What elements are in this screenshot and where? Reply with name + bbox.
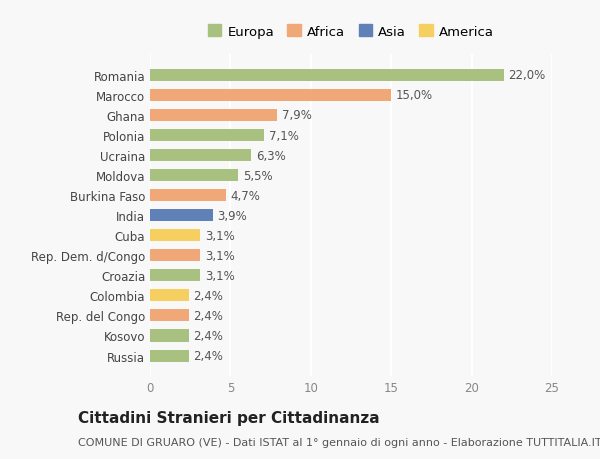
- Text: 2,4%: 2,4%: [193, 309, 223, 322]
- Text: COMUNE DI GRUARO (VE) - Dati ISTAT al 1° gennaio di ogni anno - Elaborazione TUT: COMUNE DI GRUARO (VE) - Dati ISTAT al 1°…: [78, 437, 600, 447]
- Bar: [150, 210, 213, 222]
- Text: 3,1%: 3,1%: [205, 229, 235, 242]
- Bar: [150, 90, 391, 102]
- Bar: [150, 190, 226, 202]
- Bar: [150, 290, 188, 302]
- Text: 7,9%: 7,9%: [282, 109, 312, 122]
- Text: 22,0%: 22,0%: [509, 69, 546, 82]
- Bar: [150, 170, 238, 182]
- Bar: [150, 350, 188, 362]
- Text: 15,0%: 15,0%: [396, 89, 433, 102]
- Text: 2,4%: 2,4%: [193, 289, 223, 302]
- Text: 3,1%: 3,1%: [205, 249, 235, 262]
- Bar: [150, 130, 264, 142]
- Text: 5,5%: 5,5%: [243, 169, 273, 182]
- Bar: [150, 270, 200, 282]
- Text: 4,7%: 4,7%: [230, 189, 260, 202]
- Text: 3,1%: 3,1%: [205, 269, 235, 282]
- Bar: [150, 310, 188, 322]
- Bar: [150, 330, 188, 342]
- Bar: [150, 110, 277, 122]
- Text: Cittadini Stranieri per Cittadinanza: Cittadini Stranieri per Cittadinanza: [78, 410, 380, 425]
- Text: 6,3%: 6,3%: [256, 149, 286, 162]
- Text: 7,1%: 7,1%: [269, 129, 299, 142]
- Text: 2,4%: 2,4%: [193, 349, 223, 362]
- Text: 3,9%: 3,9%: [218, 209, 247, 222]
- Text: 2,4%: 2,4%: [193, 329, 223, 342]
- Bar: [150, 230, 200, 242]
- Bar: [150, 150, 251, 162]
- Legend: Europa, Africa, Asia, America: Europa, Africa, Asia, America: [202, 20, 500, 44]
- Bar: [150, 250, 200, 262]
- Bar: [150, 70, 504, 82]
